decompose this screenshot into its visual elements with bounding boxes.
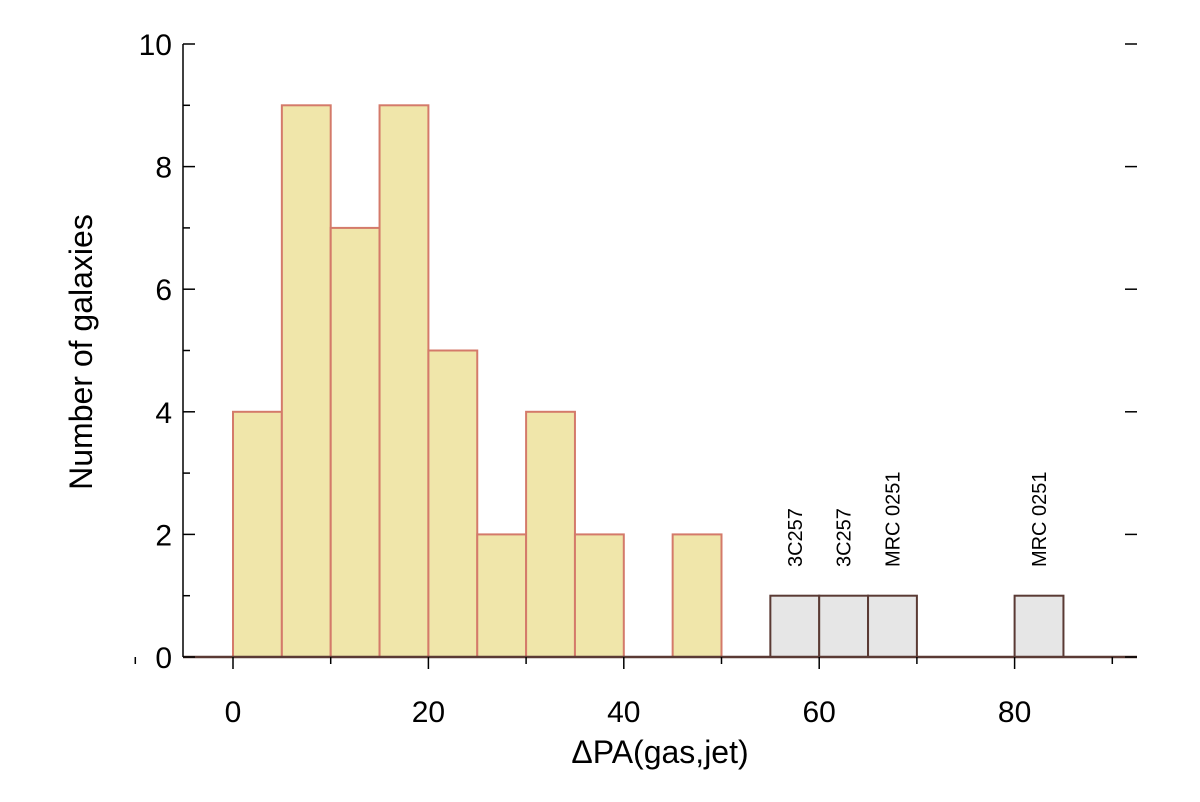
y-tick-label: 8 (155, 152, 172, 185)
y-axis-title: Number of galaxies (63, 214, 99, 490)
histogram-bar (769, 594, 821, 659)
y-tick-label: 10 (139, 29, 172, 62)
bar-annotation: 3C257 (785, 508, 807, 567)
y-tick-label: 4 (155, 397, 172, 430)
ticks-group: 0 20 40 60 80 0 2 4 6 8 10 (134, 29, 1137, 729)
x-tick-label: 0 (225, 696, 242, 729)
histogram-bar (329, 226, 381, 658)
histogram-bar (573, 533, 625, 659)
bars-group (232, 104, 1065, 659)
x-axis-title: ΔPA(gas,jet) (571, 734, 748, 770)
bar-annotation: MRC 0251 (1029, 471, 1051, 567)
x-tick-label: 40 (607, 696, 640, 729)
y-tick-label: 6 (155, 274, 172, 307)
histogram-bar (818, 594, 870, 659)
x-tick-label: 80 (998, 696, 1031, 729)
histogram-bar (525, 410, 576, 658)
y-tick-label: 2 (155, 519, 172, 552)
histogram-bar (1013, 594, 1065, 659)
histogram-bar (378, 104, 430, 659)
histogram-bar (671, 533, 723, 659)
x-tick-label: 60 (803, 696, 836, 729)
histogram-bar (427, 349, 479, 658)
histogram-bar (232, 410, 283, 658)
histogram-bar (867, 594, 918, 659)
bar-annotation: 3C257 (834, 508, 856, 567)
x-tick-label: 20 (412, 696, 445, 729)
histogram-bar (476, 533, 528, 659)
y-tick-label: 0 (155, 642, 172, 675)
histogram-bar (280, 104, 332, 659)
annotations-group: 3C257 3C257 MRC 0251 MRC 0251 (785, 471, 1051, 567)
bar-annotation: MRC 0251 (882, 471, 904, 567)
